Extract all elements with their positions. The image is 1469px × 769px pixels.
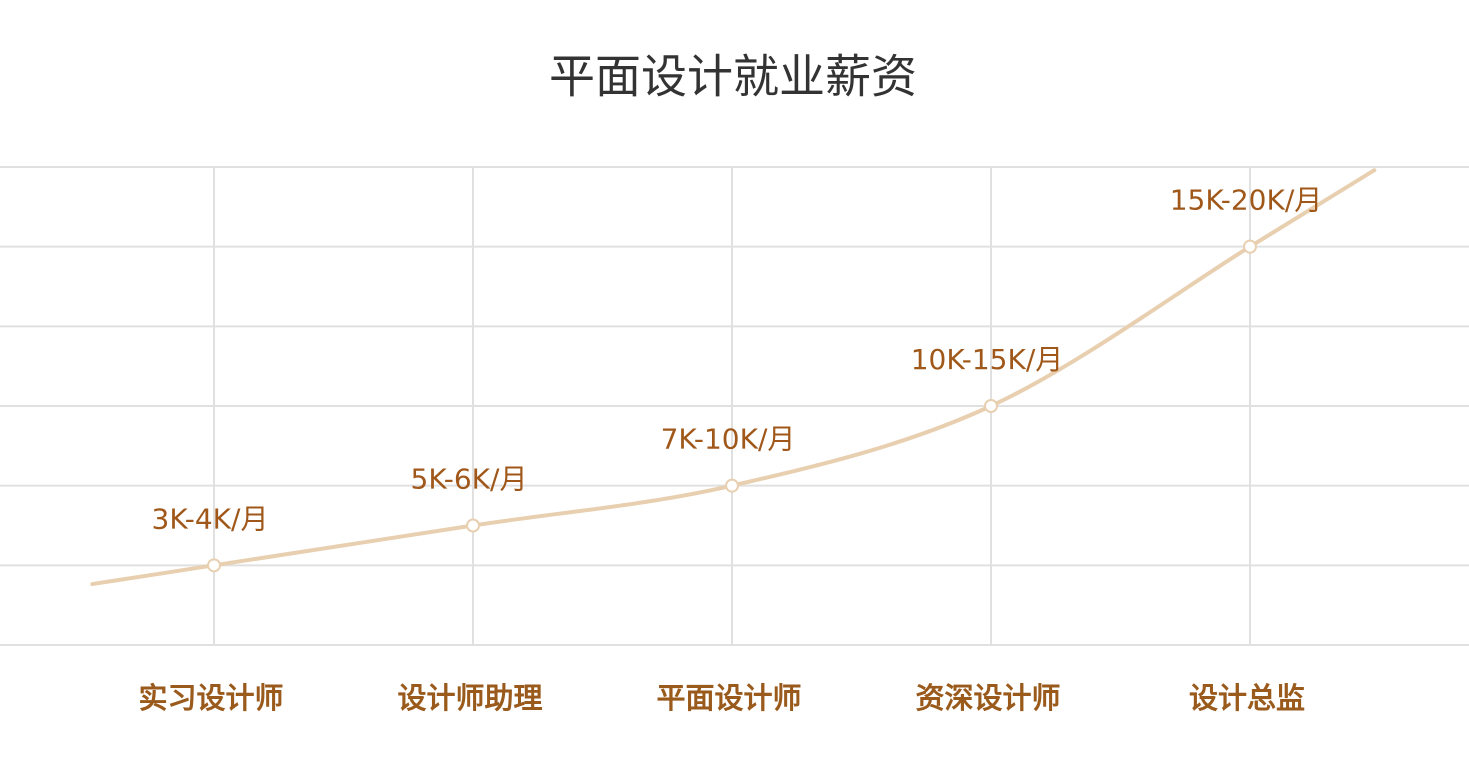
point: [725, 478, 739, 493]
line-tail: [1248, 168, 1377, 249]
value-label: 15K-20K/月: [1170, 184, 1323, 217]
chart-title: 平面设计就业薪资: [549, 50, 917, 104]
point: [984, 399, 998, 413]
value-label: 7K-10K/月: [661, 423, 796, 456]
x-tick-label: 设计总监: [1189, 681, 1305, 715]
point: [466, 518, 480, 533]
x-tick-label: 实习设计师: [138, 681, 283, 715]
value-label: 3K-4K/月: [152, 502, 269, 535]
point: [207, 558, 221, 573]
line-tail: [90, 563, 216, 587]
x-tick-label: 平面设计师: [656, 681, 801, 715]
point: [1243, 239, 1257, 254]
value-label: 5K-6K/月: [411, 463, 528, 496]
x-tick-label: 设计师助理: [397, 681, 542, 715]
value-label: 10K-15K/月: [911, 343, 1064, 376]
x-tick-label: 资深设计师: [915, 681, 1060, 715]
